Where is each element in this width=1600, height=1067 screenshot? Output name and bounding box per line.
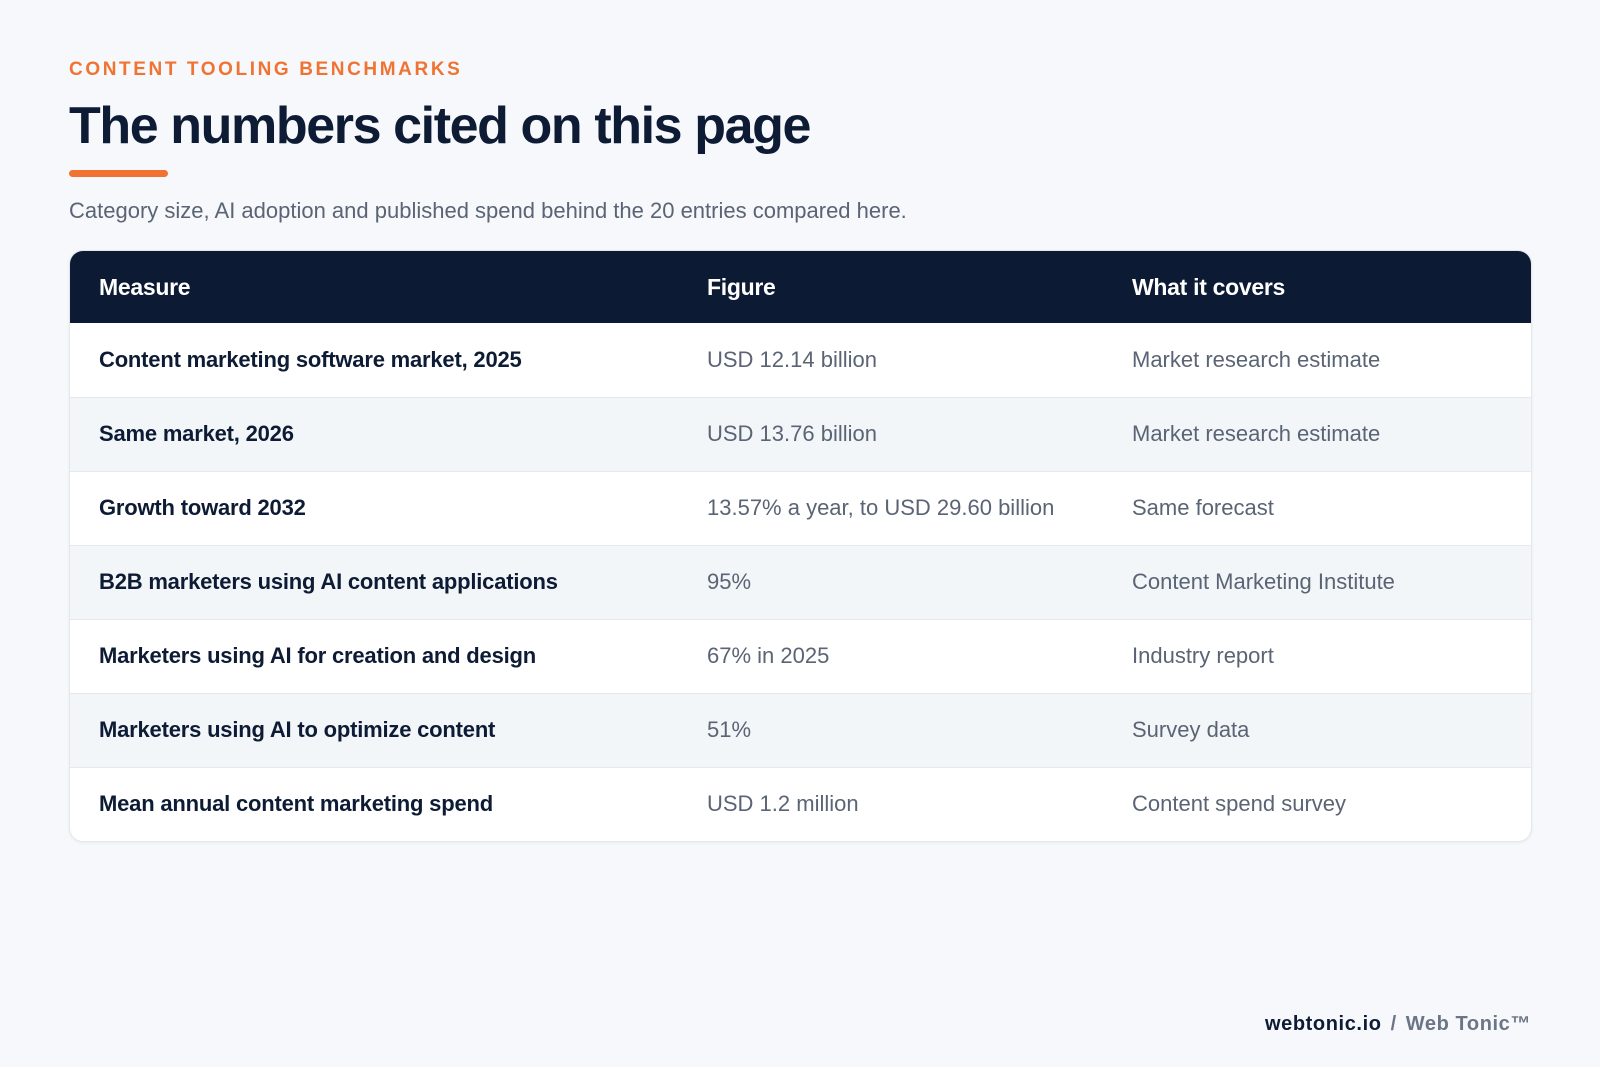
footer-separator: / [1390, 1013, 1397, 1035]
measure-cell: Content marketing software market, 2025 [99, 346, 522, 372]
figure-cell: USD 1.2 million [678, 766, 1103, 841]
figure-cell: USD 12.14 billion [707, 346, 877, 372]
table-row: Marketers using AI for creation and desi… [70, 618, 1531, 693]
footer-brand: Web Tonic™ [1405, 1013, 1531, 1035]
covers-cell: Content Marketing Institute [1103, 544, 1531, 619]
table-row: Content marketing software market, 2025 … [70, 323, 1531, 397]
title-accent-bar [69, 170, 168, 177]
table-header-row: Measure Figure What it covers [70, 251, 1531, 323]
page-content: CONTENT TOOLING BENCHMARKS The numbers c… [69, 58, 1532, 842]
measure-cell: Growth toward 2032 [70, 470, 678, 545]
covers-cell: Content spend survey [1103, 766, 1531, 841]
measure-cell: Marketers using AI for creation and desi… [70, 618, 678, 693]
table-row: B2B marketers using AI content applicati… [70, 544, 1531, 619]
figure-cell: 67% in 2025 [678, 618, 1103, 693]
covers-cell: Same forecast [1103, 470, 1531, 545]
footer-credit: webtonic.io / Web Tonic™ [1265, 1012, 1531, 1036]
page-title: The numbers cited on this page [69, 97, 811, 155]
column-header-figure: Figure [707, 273, 776, 300]
footer-domain-link[interactable]: webtonic.io [1264, 1013, 1382, 1035]
figure-cell: USD 13.76 billion [678, 396, 1103, 471]
figure-cell: 51% [678, 692, 1103, 767]
measure-cell: Mean annual content marketing spend [70, 766, 678, 841]
covers-cell: Market research estimate [1103, 396, 1531, 471]
figure-cell: 95% [678, 544, 1103, 619]
figure-cell: 13.57% a year, to USD 29.60 billion [678, 470, 1103, 545]
benchmarks-table-card: Measure Figure What it covers Content ma… [69, 250, 1532, 842]
measure-cell: Same market, 2026 [70, 396, 678, 471]
table-row: Same market, 2026 USD 13.76 billion Mark… [70, 396, 1531, 471]
column-header-measure: Measure [99, 273, 191, 300]
table-row: Marketers using AI to optimize content 5… [70, 692, 1531, 767]
page-subtitle: Category size, AI adoption and published… [69, 198, 907, 223]
column-header-covers: What it covers [1132, 273, 1286, 300]
eyebrow-label: CONTENT TOOLING BENCHMARKS [69, 59, 463, 80]
table-row: Mean annual content marketing spend USD … [70, 766, 1531, 841]
covers-cell: Industry report [1103, 618, 1531, 693]
benchmarks-table: Measure Figure What it covers Content ma… [70, 251, 1531, 841]
covers-cell: Market research estimate [1132, 346, 1381, 372]
measure-cell: Marketers using AI to optimize content [70, 692, 678, 767]
measure-cell: B2B marketers using AI content applicati… [70, 544, 678, 619]
table-row: Growth toward 2032 13.57% a year, to USD… [70, 470, 1531, 545]
covers-cell: Survey data [1103, 692, 1531, 767]
